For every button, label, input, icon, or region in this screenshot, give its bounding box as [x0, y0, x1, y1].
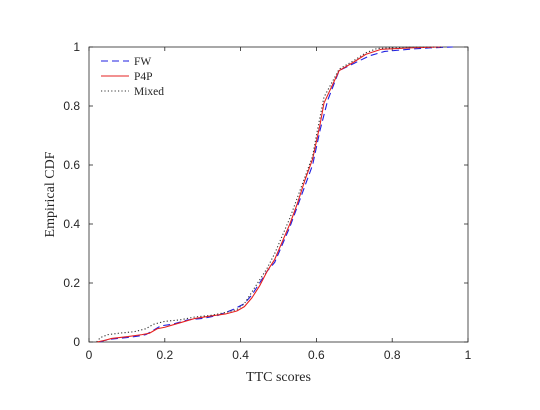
- y-axis-label: Empirical CDF: [43, 151, 58, 237]
- legend-label-p4p: P4P: [134, 71, 153, 83]
- legend-label-fw: FW: [134, 56, 151, 68]
- series-line-p4p: [96, 46, 442, 343]
- axes-box: [88, 46, 469, 343]
- x-axis-label: TTC scores: [246, 370, 311, 385]
- x-tick-label: 1: [465, 348, 472, 362]
- y-tick-label: 0.4: [63, 217, 80, 231]
- y-tick-label: 1: [73, 40, 80, 54]
- y-tick-label: 0.8: [63, 99, 80, 113]
- x-tick-label: 0.6: [308, 348, 325, 362]
- plot-area: 0 0.2 0.4 0.6 0.8 1 0 0.2 0.4 0.6 0.8 1 TTC scores Em…: [43, 40, 472, 385]
- x-tick-label: 0.2: [156, 348, 173, 362]
- x-tick-label: 0: [86, 348, 93, 362]
- y-tick-label: 0.2: [63, 276, 80, 290]
- y-tick-label: 0: [73, 335, 80, 349]
- legend-label-mixed: Mixed: [134, 86, 164, 98]
- x-tick-label: 0.8: [384, 348, 401, 362]
- x-tick-label: 0.4: [232, 348, 249, 362]
- series-line-mixed: [96, 46, 442, 343]
- y-tick-label: 0.6: [63, 158, 80, 172]
